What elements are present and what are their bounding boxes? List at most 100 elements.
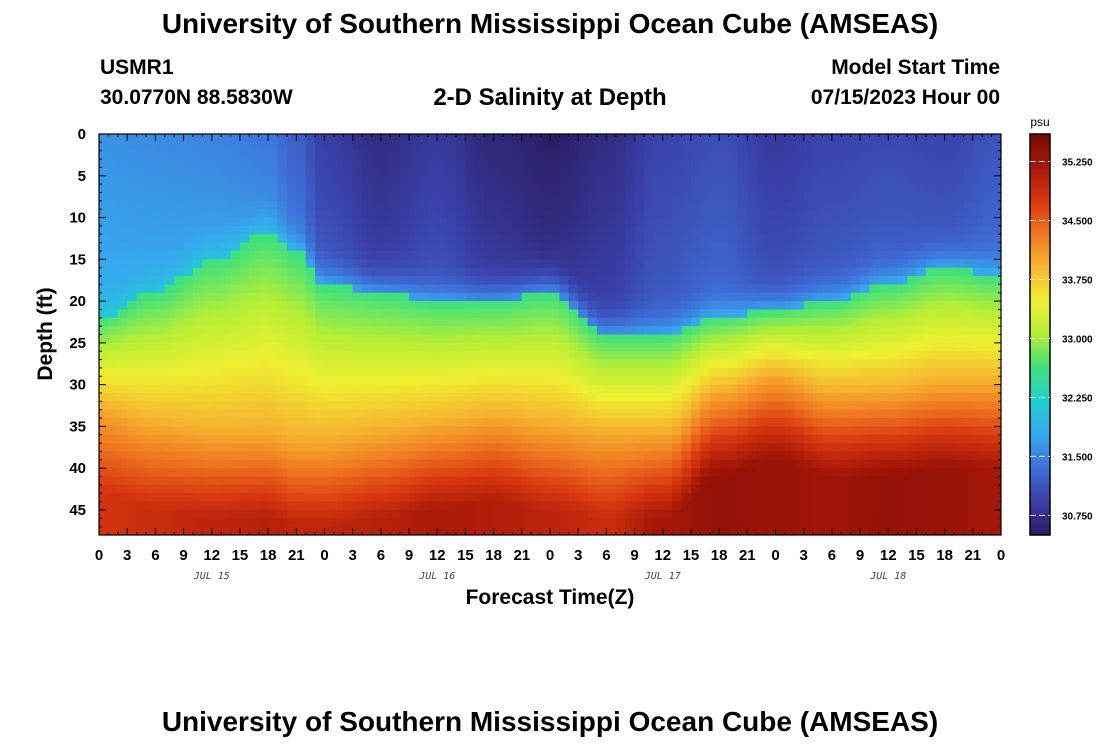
heatmap-cell xyxy=(155,359,166,369)
heatmap-cell xyxy=(803,459,814,469)
heatmap-cell xyxy=(230,418,241,427)
heatmap-cell xyxy=(239,159,250,169)
heatmap-cell xyxy=(700,342,711,352)
heatmap-cell xyxy=(446,184,457,194)
heatmap-cell xyxy=(390,217,401,227)
heatmap-cell xyxy=(709,518,720,528)
heatmap-cell xyxy=(390,317,401,327)
heatmap-cell xyxy=(756,418,767,427)
heatmap-cell xyxy=(888,367,899,377)
heatmap-cell xyxy=(239,142,250,152)
heatmap-cell xyxy=(512,484,523,494)
heatmap-cell xyxy=(925,225,936,235)
heatmap-cell xyxy=(164,493,175,503)
heatmap-cell xyxy=(437,509,448,519)
heatmap-cell xyxy=(352,276,363,285)
heatmap-cell xyxy=(493,175,504,185)
heatmap-cell xyxy=(474,351,485,361)
heatmap-cell xyxy=(737,459,748,469)
heatmap-cell xyxy=(578,451,589,461)
heatmap-cell xyxy=(221,292,232,302)
heatmap-cell xyxy=(164,317,175,327)
heatmap-cell xyxy=(897,200,908,210)
heatmap-cell xyxy=(550,167,560,177)
heatmap-cell xyxy=(672,317,683,327)
heatmap-cell xyxy=(174,443,185,453)
heatmap-cell xyxy=(606,192,617,202)
heatmap-cell xyxy=(803,242,814,252)
heatmap-cell xyxy=(578,317,589,327)
heatmap-cell xyxy=(249,518,260,528)
heatmap-cell xyxy=(249,301,260,311)
heatmap-cell xyxy=(700,259,711,269)
heatmap-cell xyxy=(183,159,194,169)
heatmap-cell xyxy=(700,317,711,327)
heatmap-cell xyxy=(737,418,748,427)
heatmap-cell xyxy=(211,459,222,469)
heatmap-cell xyxy=(380,276,391,285)
heatmap-cell xyxy=(493,267,504,277)
heatmap-cell xyxy=(662,476,673,486)
heatmap-cell xyxy=(286,434,297,444)
heatmap-cell xyxy=(888,301,899,311)
heatmap-cell xyxy=(145,192,156,202)
heatmap-cell xyxy=(117,150,128,160)
heatmap-cell xyxy=(756,468,767,478)
heatmap-cell xyxy=(587,284,598,294)
heatmap-cell xyxy=(315,468,326,478)
heatmap-cell xyxy=(766,409,777,419)
heatmap-cell xyxy=(794,501,805,511)
heatmap-cell xyxy=(596,292,607,302)
heatmap-cell xyxy=(239,401,250,411)
heatmap-cell xyxy=(925,326,936,336)
colorbar-ticks: 35.25034.50033.75033.00032.25031.50030.7… xyxy=(1030,158,1093,522)
heatmap-cell xyxy=(747,234,758,244)
heatmap-cell xyxy=(286,225,297,235)
heatmap-cell xyxy=(831,434,842,444)
heatmap-cell xyxy=(841,334,852,344)
heatmap-cell xyxy=(249,167,260,177)
heatmap-cell xyxy=(268,267,279,277)
heatmap-cell xyxy=(831,526,842,535)
heatmap-cell xyxy=(352,526,363,535)
heatmap-cell xyxy=(127,342,138,352)
heatmap-cell xyxy=(615,367,626,377)
heatmap-cell xyxy=(578,267,589,277)
heatmap-cell xyxy=(690,401,701,411)
heatmap-cell xyxy=(192,200,203,210)
heatmap-cell xyxy=(963,326,974,336)
heatmap-cell xyxy=(324,184,335,194)
heatmap-cell xyxy=(944,376,955,386)
heatmap-cell xyxy=(145,276,156,285)
heatmap-cell xyxy=(493,501,504,511)
heatmap-cell xyxy=(841,392,852,402)
heatmap-cell xyxy=(465,509,476,519)
heatmap-cell xyxy=(888,418,899,427)
heatmap-cell xyxy=(869,267,880,277)
heatmap-cell xyxy=(399,468,410,478)
heatmap-cell xyxy=(249,217,260,227)
heatmap-cell xyxy=(672,392,683,402)
heatmap-cell xyxy=(803,509,814,519)
heatmap-cell xyxy=(446,159,457,169)
heatmap-cell xyxy=(277,301,288,311)
heatmap-cell xyxy=(672,200,683,210)
heatmap-cell xyxy=(352,150,363,160)
heatmap-cell xyxy=(99,418,109,427)
heatmap-cell xyxy=(784,443,795,453)
heatmap-cell xyxy=(925,484,936,494)
heatmap-cell xyxy=(108,401,119,411)
heatmap-cell xyxy=(512,184,523,194)
heatmap-cell xyxy=(249,259,260,269)
heatmap-cell xyxy=(850,217,861,227)
heatmap-cell xyxy=(991,518,1001,528)
heatmap-cell xyxy=(155,509,166,519)
heatmap-cell xyxy=(127,401,138,411)
heatmap-cell xyxy=(399,276,410,285)
heatmap-cell xyxy=(578,217,589,227)
heatmap-cell xyxy=(747,276,758,285)
heatmap-cell xyxy=(615,468,626,478)
heatmap-cell xyxy=(117,242,128,252)
heatmap-cell xyxy=(155,301,166,311)
heatmap-cell xyxy=(380,493,391,503)
